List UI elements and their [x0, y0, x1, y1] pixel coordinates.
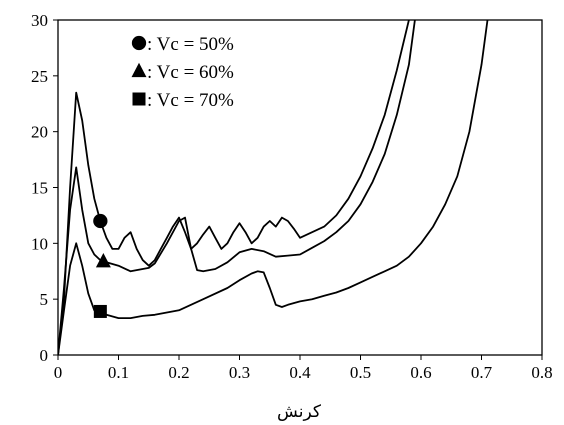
- curves: [58, 20, 489, 355]
- plot-area: [57, 19, 543, 356]
- curve-markers: [93, 213, 111, 318]
- series-line-square: [58, 20, 489, 355]
- plot-border: [57, 19, 543, 356]
- series-marker-square: [93, 304, 107, 318]
- legend-label: : Vc = 50%: [147, 34, 234, 55]
- x-tick-label: 0.7: [471, 363, 493, 382]
- legend-marker-triangle: [131, 62, 147, 78]
- y-axis-ticks: 0 5 10 15 20 25 30: [31, 11, 58, 365]
- x-tick-label: 0.2: [168, 363, 189, 382]
- x-tick-label: 0.4: [289, 363, 311, 382]
- x-tick-label: 0.6: [410, 363, 431, 382]
- y-tick-label: 25: [31, 67, 48, 86]
- series-line-circle: [58, 20, 410, 355]
- legend: : Vc = 50% : Vc = 60% : Vc = 70%: [131, 34, 234, 111]
- y-tick-label: 0: [40, 346, 49, 365]
- legend-label: : Vc = 60%: [147, 62, 234, 83]
- x-tick-label: 0: [54, 363, 63, 382]
- legend-marker-square: [132, 92, 146, 106]
- x-axis-label: کرنش: [277, 402, 322, 422]
- x-axis-ticks: 0 0.1 0.2 0.3 0.4 0.5 0.6 0.7 0.8: [54, 355, 553, 382]
- y-tick-label: 10: [31, 234, 48, 253]
- legend-label: : Vc = 70%: [147, 90, 234, 111]
- x-tick-label: 0.3: [229, 363, 250, 382]
- series-marker-circle: [93, 213, 108, 229]
- x-tick-label: 0.1: [108, 363, 129, 382]
- x-tick-label: 0.5: [350, 363, 371, 382]
- series-line-triangle: [58, 20, 416, 355]
- series-marker-triangle: [95, 253, 111, 268]
- y-tick-label: 15: [31, 179, 48, 198]
- y-tick-label: 5: [40, 290, 49, 309]
- y-tick-label: 30: [31, 11, 48, 30]
- x-tick-label: 0.8: [531, 363, 552, 382]
- legend-marker-circle: [131, 35, 147, 51]
- y-tick-label: 20: [31, 123, 48, 142]
